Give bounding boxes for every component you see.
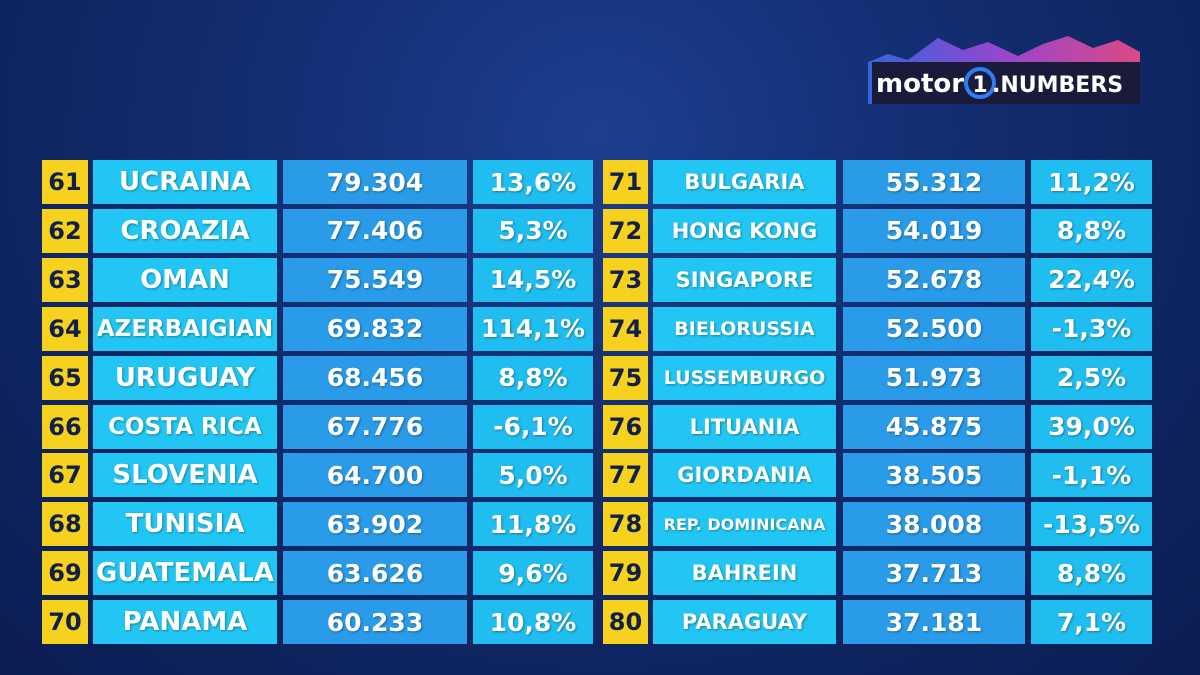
table-country-cell: BULGARIA: [653, 160, 836, 204]
table-change-cell: 2,5%: [1031, 355, 1152, 400]
table-value-cell: 38.505: [843, 453, 1025, 498]
table-rank-cell: 69: [42, 551, 88, 596]
table-rank-cell: 68: [42, 502, 88, 547]
table-country-cell: AZERBAIGIAN: [93, 306, 277, 351]
table-value-cell: 60.233: [283, 600, 467, 645]
table-value-cell: 55.312: [843, 160, 1025, 204]
table-value-cell: 63.902: [283, 502, 467, 547]
table-change-cell: 114,1%: [473, 306, 593, 351]
table-value-cell: 63.626: [283, 551, 467, 596]
table-rank-cell: 80: [603, 600, 648, 645]
table-rank-cell: 63: [42, 257, 88, 302]
table-value-cell: 45.875: [843, 404, 1025, 449]
table-rank-cell: 74: [603, 306, 648, 351]
table-rank-cell: 67: [42, 453, 88, 498]
table-country-cell: PARAGUAY: [653, 600, 836, 645]
table-change-cell: -13,5%: [1031, 502, 1152, 547]
table-change-cell: 39,0%: [1031, 404, 1152, 449]
table-change-cell: 11,8%: [473, 502, 593, 547]
table-rank-cell: 71: [603, 160, 648, 204]
table-value-cell: 54.019: [843, 208, 1025, 253]
table-country-cell: REP. DOMINICANA: [653, 502, 836, 547]
table-value-cell: 68.456: [283, 355, 467, 400]
table-value-cell: 69.832: [283, 306, 467, 351]
table-change-cell: -6,1%: [473, 404, 593, 449]
table-country-cell: OMAN: [93, 257, 277, 302]
table-rank-cell: 64: [42, 306, 88, 351]
table-change-cell: 11,2%: [1031, 160, 1152, 204]
table-value-cell: 52.500: [843, 306, 1025, 351]
table-value-cell: 64.700: [283, 453, 467, 498]
table-rank-cell: 77: [603, 453, 648, 498]
table-change-cell: 10,8%: [473, 600, 593, 645]
table-change-cell: 8,8%: [473, 355, 593, 400]
logo-product: .NUMBERS: [992, 73, 1123, 98]
table-value-cell: 52.678: [843, 257, 1025, 302]
table-value-cell: 38.008: [843, 502, 1025, 547]
table-country-cell: UCRAINA: [93, 160, 277, 204]
table-rank-cell: 73: [603, 257, 648, 302]
table-value-cell: 67.776: [283, 404, 467, 449]
table-change-cell: 8,8%: [1031, 208, 1152, 253]
logo: motor 1 .NUMBERS: [868, 36, 1140, 104]
table-value-cell: 77.406: [283, 208, 467, 253]
table-change-cell: 22,4%: [1031, 257, 1152, 302]
table-rank-cell: 70: [42, 600, 88, 645]
table-country-cell: GIORDANIA: [653, 453, 836, 498]
table-rank-cell: 79: [603, 551, 648, 596]
table-change-cell: 9,6%: [473, 551, 593, 596]
table-change-cell: 7,1%: [1031, 600, 1152, 645]
table-country-cell: LUSSEMBURGO: [653, 355, 836, 400]
table-change-cell: 13,6%: [473, 160, 593, 204]
table-country-cell: CROAZIA: [93, 208, 277, 253]
table-rank-cell: 65: [42, 355, 88, 400]
table-change-cell: 14,5%: [473, 257, 593, 302]
table-rank-cell: 72: [603, 208, 648, 253]
table-rank-cell: 76: [603, 404, 648, 449]
table-country-cell: HONG KONG: [653, 208, 836, 253]
table-country-cell: LITUANIA: [653, 404, 836, 449]
table-rank-cell: 75: [603, 355, 648, 400]
table-change-cell: -1,1%: [1031, 453, 1152, 498]
logo-brand: motor: [876, 69, 964, 99]
table-country-cell: URUGUAY: [93, 355, 277, 400]
table-value-cell: 51.973: [843, 355, 1025, 400]
table-country-cell: BIELORUSSIA: [653, 306, 836, 351]
logo-mark: 1: [972, 73, 987, 98]
table-country-cell: COSTA RICA: [93, 404, 277, 449]
table-country-cell: SINGAPORE: [653, 257, 836, 302]
table-country-cell: BAHREIN: [653, 551, 836, 596]
table-rank-cell: 62: [42, 208, 88, 253]
table-change-cell: 5,3%: [473, 208, 593, 253]
table-value-cell: 75.549: [283, 257, 467, 302]
table-country-cell: GUATEMALA: [93, 551, 277, 596]
table-value-cell: 79.304: [283, 160, 467, 204]
table-change-cell: 8,8%: [1031, 551, 1152, 596]
table-change-cell: -1,3%: [1031, 306, 1152, 351]
table-country-cell: TUNISIA: [93, 502, 277, 547]
table-country-cell: PANAMA: [93, 600, 277, 645]
table-value-cell: 37.181: [843, 600, 1025, 645]
table-rank-cell: 66: [42, 404, 88, 449]
table-rank-cell: 61: [42, 160, 88, 204]
table-country-cell: SLOVENIA: [93, 453, 277, 498]
table-rank-cell: 78: [603, 502, 648, 547]
table-value-cell: 37.713: [843, 551, 1025, 596]
table-change-cell: 5,0%: [473, 453, 593, 498]
